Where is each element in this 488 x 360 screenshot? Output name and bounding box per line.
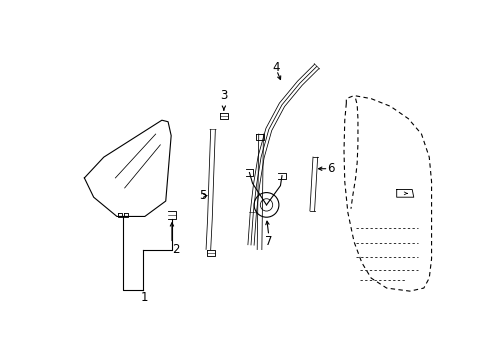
- Text: 1: 1: [141, 291, 148, 304]
- Text: 2: 2: [172, 243, 179, 256]
- Text: 5: 5: [199, 189, 206, 202]
- Text: 7: 7: [264, 235, 272, 248]
- Text: 4: 4: [272, 61, 280, 74]
- Text: 3: 3: [220, 89, 227, 102]
- Text: 6: 6: [326, 162, 334, 175]
